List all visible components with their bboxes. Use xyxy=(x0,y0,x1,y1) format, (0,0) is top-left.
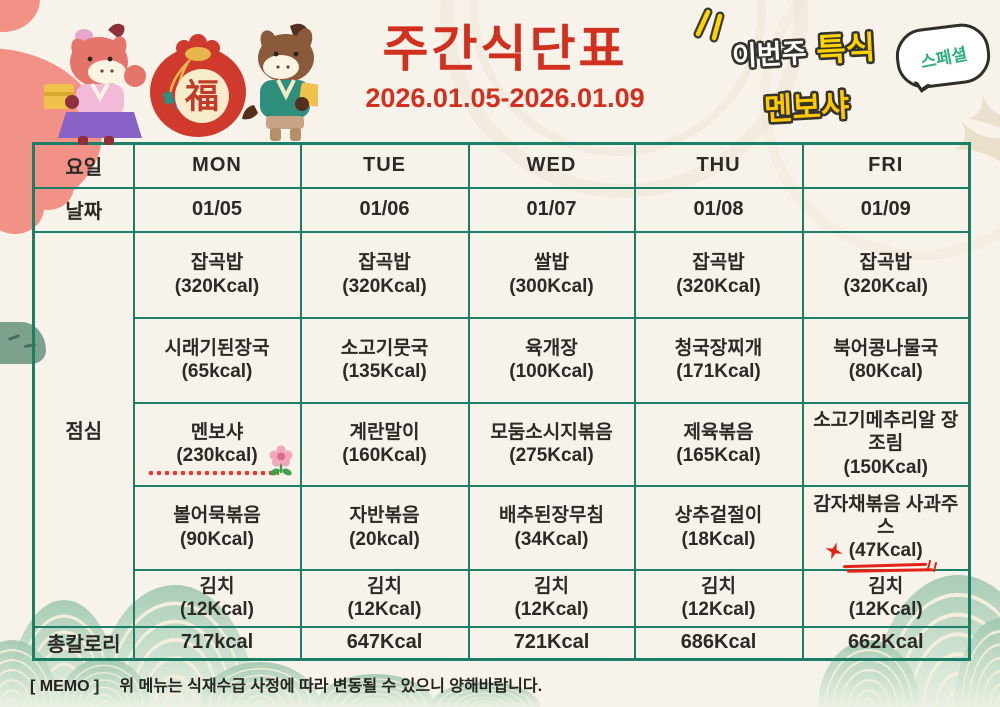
menu-cell: 김치 (12Kcal) xyxy=(848,575,923,620)
brown-horse xyxy=(242,23,318,141)
menu-row-side: 볼어묵볶음 (90Kcal) 자반볶음 (20kcal) 배추된장무침 (34Kcal… xyxy=(34,484,971,573)
day-wed: WED xyxy=(467,142,636,189)
special-meal-label: 특식 xyxy=(815,29,877,69)
total-cell: 647Kcal xyxy=(299,625,470,661)
menu-cell: 잡곡밥 (320Kcal) xyxy=(174,252,260,297)
menu-cell: 김치 (12Kcal) xyxy=(514,575,589,620)
date-label: 날짜 xyxy=(32,186,135,233)
menu-cell: 계란말이 (160Kcal) xyxy=(342,421,427,466)
date-cell: 01/05 xyxy=(132,186,302,233)
memo-text: 위 메뉴는 식재수급 사정에 따라 변동될 수 있으니 양해바랍니다. xyxy=(119,678,543,695)
menu-cell: 김치 (12Kcal) xyxy=(681,575,756,620)
date-cell: 01/08 xyxy=(633,186,804,233)
pink-corner-arc xyxy=(0,0,40,32)
sparkle-lines-icon xyxy=(693,7,725,43)
menu-cell: 육개장 (100Kcal) xyxy=(509,337,594,382)
menu-cell-potato-juice: 감자채볶음 사과주스 (47Kcal) xyxy=(804,491,969,573)
menu-cell: 볼어묵볶음 (90Kcal) xyxy=(173,505,261,550)
menu-cell: 배추된장무침 (34Kcal) xyxy=(499,505,604,550)
fortune-bag: 福 xyxy=(150,34,246,137)
total-cell: 662Kcal xyxy=(801,625,971,661)
total-label: 총칼로리 xyxy=(32,625,135,661)
day-fri: FRI xyxy=(801,142,971,189)
special-speech-bubble: 스페셜 xyxy=(892,20,994,92)
menu-cell: 소고기메추리알 장조림 (150Kcal) xyxy=(813,410,959,478)
memo-note: [ MEMO ] 위 메뉴는 식재수급 사정에 따라 변동될 수 있으니 양해바랍… xyxy=(30,672,542,696)
page-title: 주간식단표 xyxy=(382,21,628,77)
date-cell: 01/07 xyxy=(467,186,636,233)
date-cell: 01/09 xyxy=(801,186,971,233)
menu-cell: 김치 (12Kcal) xyxy=(347,575,422,620)
red-dotted-underline xyxy=(146,470,279,477)
total-cell: 721Kcal xyxy=(467,625,636,661)
total-cell: 717kcal xyxy=(132,625,302,661)
menu-cell: 시래기된장국 (65kcal) xyxy=(164,337,270,382)
menu-cell: 모둠소시지볶음 (275Kcal) xyxy=(490,421,613,466)
lunch-label: 점심 xyxy=(32,230,135,628)
new-year-characters-illustration: 福 xyxy=(44,23,318,145)
menu-row-rice: 점심 잡곡밥 (320Kcal) 잡곡밥 (320Kcal) 쌀밥 (300Kcal)… xyxy=(32,230,971,628)
pink-horse xyxy=(44,23,146,145)
menu-cell: 청국장찌개 (171Kcal) xyxy=(674,337,763,382)
menu-cell: 잡곡밥 (320Kcal) xyxy=(676,252,761,297)
menu-cell: 쌀밥 (300Kcal) xyxy=(509,252,594,297)
flower-icon xyxy=(268,445,293,476)
special-bubble-label: 스페셜 xyxy=(918,44,969,72)
menu-cell: 김치 (12Kcal) xyxy=(180,575,254,620)
weekly-menu-table: 요일 MON TUE WED THU FRI 날짜 01/05 01/06 01… xyxy=(32,142,971,661)
menu-cell: 북어콩나물국 (80Kcal) xyxy=(833,337,939,382)
memo-label: [ MEMO ] xyxy=(30,678,100,695)
red-underline xyxy=(842,562,927,568)
menu-cell: 자반볶음 (20kcal) xyxy=(349,505,420,550)
this-week-label: 이번주 xyxy=(731,37,808,72)
weekly-special-banner: 이번주 특식 멘보샤 xyxy=(702,21,907,132)
menu-cell-menbosha: 멘보샤 (230kcal) xyxy=(135,419,300,477)
menu-cell: 상추겉절이 (18Kcal) xyxy=(674,505,763,550)
menu-cell: 잡곡밥 (320Kcal) xyxy=(342,252,427,297)
menu-cell: 잡곡밥 (320Kcal) xyxy=(843,252,929,297)
day-label: 요일 xyxy=(32,142,135,189)
fortune-char: 福 xyxy=(184,78,219,116)
day-tue: TUE xyxy=(299,142,470,189)
total-row: 총칼로리 717kcal 647Kcal 721Kcal 686Kcal 662… xyxy=(32,625,971,661)
red-tick-marks xyxy=(926,560,937,573)
day-header-row: 요일 MON TUE WED THU FRI xyxy=(32,142,971,189)
date-cell: 01/06 xyxy=(299,186,470,233)
menu-cell: 제육볶음 (165Kcal) xyxy=(676,421,761,466)
star-doodle-icon xyxy=(825,542,843,560)
menu-cell: 소고기뭇국 (135Kcal) xyxy=(340,337,429,382)
date-row: 날짜 01/05 01/06 01/07 01/08 01/09 xyxy=(32,186,971,233)
day-mon: MON xyxy=(132,142,302,189)
total-cell: 686Kcal xyxy=(633,625,804,661)
menu-row-main: 멘보샤 (230kcal) 계란말이 (160Kcal) 모둠소시지볶음 (275K… xyxy=(34,401,971,487)
date-range: 2026.01.05-2026.01.09 xyxy=(365,83,645,113)
menu-row-kimchi: 김치 (12Kcal) 김치 (12Kcal) 김치 (12Kcal) 김치 (12Kc… xyxy=(34,568,971,628)
menu-row-soup: 시래기된장국 (65kcal) 소고기뭇국 (135Kcal) 육개장 (100Kca… xyxy=(34,316,971,404)
day-thu: THU xyxy=(633,142,804,189)
special-menu-name: 멘보샤 xyxy=(762,87,851,128)
